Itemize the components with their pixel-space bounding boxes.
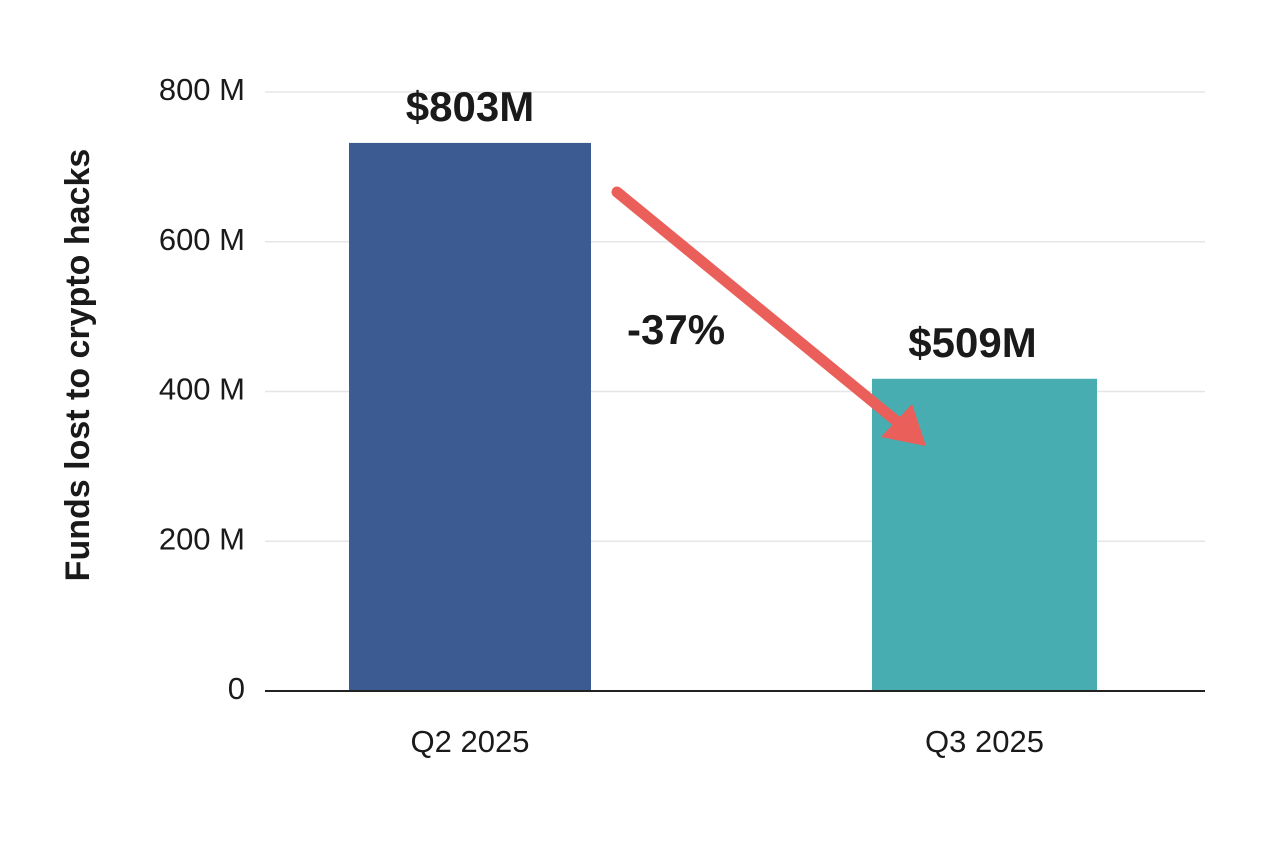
y-tick-labels: 0 200 M 400 M 600 M 800 M	[159, 72, 245, 706]
y-tick-label: 600 M	[159, 222, 245, 257]
y-tick-label: 200 M	[159, 521, 245, 556]
y-axis-label: Funds lost to crypto hacks	[59, 149, 97, 582]
data-labels: $803M $509M	[406, 83, 1037, 366]
y-tick-label: 800 M	[159, 72, 245, 107]
bars	[349, 142, 1097, 692]
data-label: $803M	[406, 83, 534, 130]
bar	[349, 142, 591, 692]
data-label: $509M	[908, 319, 1036, 366]
y-tick-label: 0	[228, 671, 245, 706]
x-tick-labels: Q2 2025 Q3 2025	[411, 724, 1044, 759]
x-tick-label: Q2 2025	[411, 724, 530, 759]
change-arrow	[611, 186, 926, 446]
y-tick-label: 400 M	[159, 372, 245, 407]
change-percent-label: -37%	[627, 306, 725, 353]
x-tick-label: Q3 2025	[925, 724, 1044, 759]
